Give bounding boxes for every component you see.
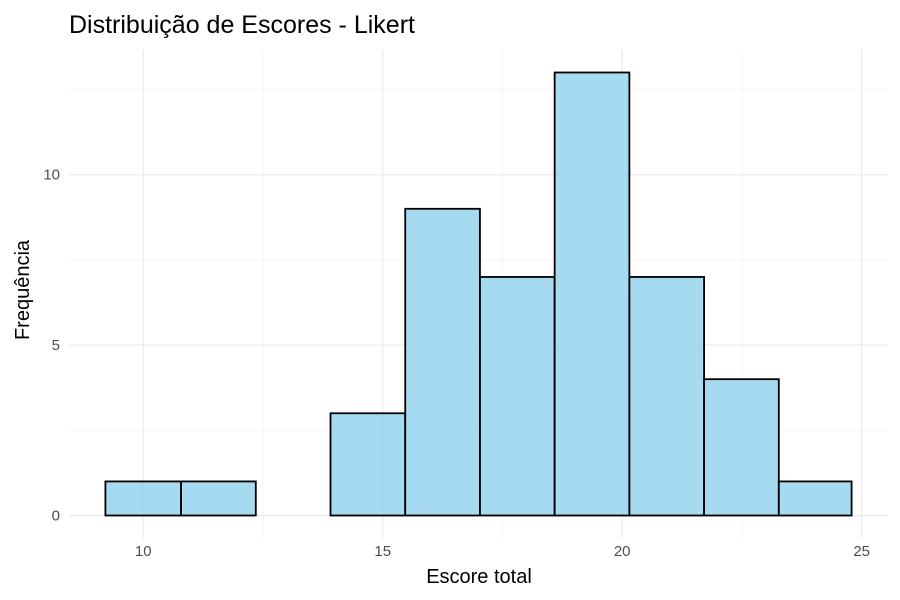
histogram-bar [329,412,407,517]
histogram-bar [180,480,257,517]
y-tick-label: 10 [43,167,60,184]
x-tick-label: 20 [614,543,631,560]
histogram-bar [553,71,631,517]
y-tick-label: 5 [52,337,60,354]
histogram-bar [628,276,705,517]
histogram-bar [479,276,556,517]
histogram-bar [104,480,182,517]
histogram-bar [404,207,481,517]
tick-labels: 10 15 20 25 0 5 10 [43,167,870,560]
bars [104,71,853,517]
x-tick-label: 15 [374,543,391,560]
x-tick-label: 10 [135,543,152,560]
histogram-bar [703,378,780,517]
y-tick-label: 0 [52,508,60,525]
histogram-bar [777,480,853,517]
x-axis-title: Escore total [426,566,532,588]
chart-title: Distribuição de Escores - Likert [69,11,415,39]
x-tick-label: 25 [853,543,870,560]
y-axis-title: Frequência [12,239,34,340]
